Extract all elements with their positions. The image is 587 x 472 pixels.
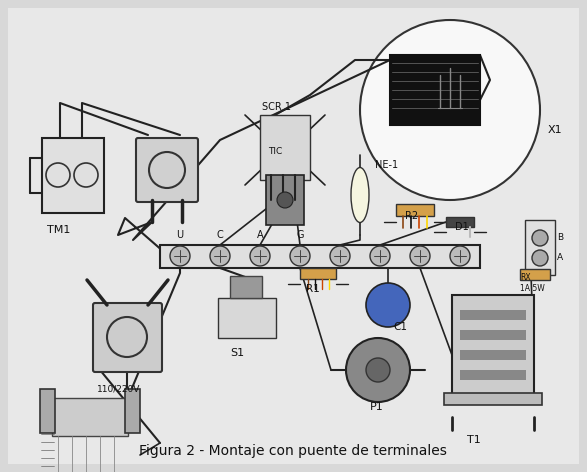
Bar [52,398,128,436]
Text: D1: D1 [455,222,469,232]
Text: A: A [557,253,563,262]
Circle shape [360,20,540,200]
Bar [218,298,276,338]
Text: TM1: TM1 [47,225,70,235]
Circle shape [346,338,410,402]
Circle shape [290,246,310,266]
Bar [260,115,310,180]
Bar [460,350,526,360]
Circle shape [210,246,230,266]
Text: SCR 1: SCR 1 [262,102,291,112]
Text: NE-1: NE-1 [375,160,398,170]
Text: P1: P1 [370,402,384,412]
Circle shape [170,246,190,266]
Text: S1: S1 [230,348,244,358]
Circle shape [277,192,293,208]
Bar [390,55,480,125]
Bar [40,389,55,433]
Text: A: A [257,230,264,240]
Circle shape [250,246,270,266]
Text: T1: T1 [467,435,481,445]
Text: TIC: TIC [268,147,282,157]
Bar [460,310,526,320]
Bar [266,175,304,225]
Bar [525,220,555,275]
FancyBboxPatch shape [93,303,162,372]
Text: G: G [296,230,303,240]
Bar [42,138,104,213]
Text: R1: R1 [306,284,320,294]
Text: X1: X1 [548,125,562,135]
Text: C1: C1 [393,322,407,332]
Ellipse shape [351,168,369,222]
Circle shape [366,283,410,327]
Text: C: C [217,230,224,240]
Circle shape [532,230,548,246]
Bar [230,276,262,298]
Bar [460,330,526,340]
Circle shape [450,246,470,266]
Bar [444,393,542,405]
Text: RX
1A 5W: RX 1A 5W [520,273,545,293]
Text: Figura 2 - Montaje con puente de terminales: Figura 2 - Montaje con puente de termina… [139,444,447,458]
Text: R2: R2 [405,211,418,221]
Circle shape [330,246,350,266]
Circle shape [532,250,548,266]
Bar [300,268,336,279]
FancyBboxPatch shape [136,138,198,202]
Bar [446,217,474,227]
Text: B: B [557,234,563,243]
Text: U: U [177,230,184,240]
Bar [452,295,534,400]
Bar [396,204,434,216]
Circle shape [410,246,430,266]
Bar [520,269,550,280]
Text: 110/220V: 110/220V [97,385,140,394]
Circle shape [366,358,390,382]
Bar [125,389,140,433]
Circle shape [370,246,390,266]
Bar [160,245,480,268]
Bar [460,370,526,380]
